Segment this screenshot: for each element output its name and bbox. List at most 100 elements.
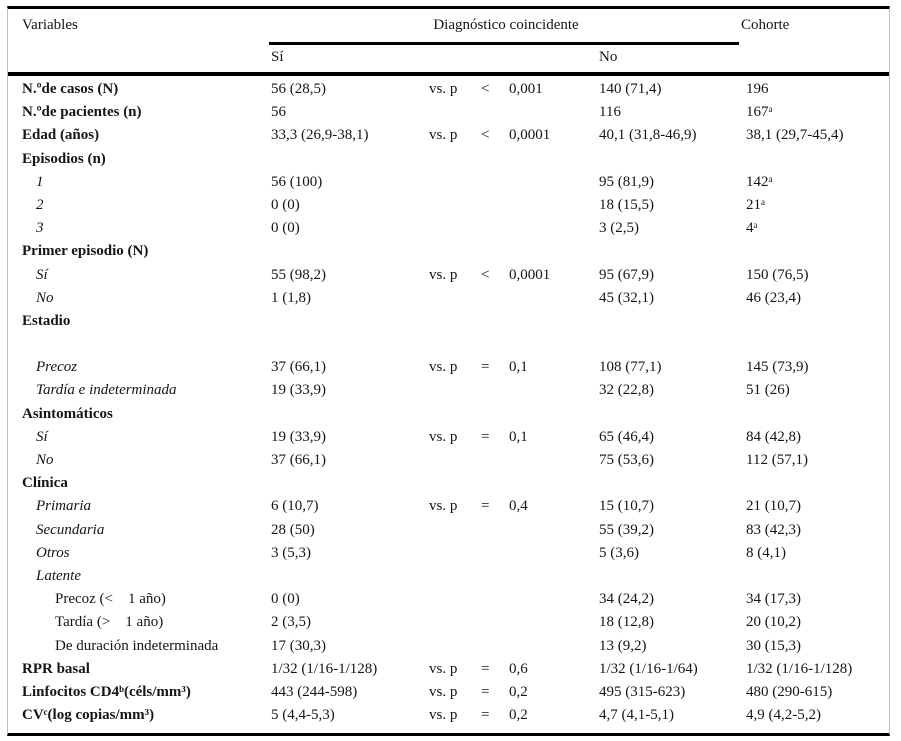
comparison-operator-cell bbox=[481, 310, 509, 333]
table-row: Primer episodio (N) bbox=[8, 240, 889, 263]
no-value-cell: 108 (77,1) bbox=[599, 359, 662, 376]
table-header: Variables Diagnóstico coincidente Cohort… bbox=[8, 9, 889, 76]
no-value-cell: 140 (71,4) bbox=[599, 81, 662, 97]
p-value-cell bbox=[509, 472, 599, 495]
p-value-cell: 0,1 bbox=[509, 359, 528, 376]
comparison-operator-cell: = bbox=[481, 359, 490, 376]
row-label-cell bbox=[8, 333, 271, 356]
vs-p-cell bbox=[429, 333, 481, 356]
cohorte-value-cell: 34 (17,3) bbox=[746, 591, 801, 608]
row-label-cell: Secundaria bbox=[36, 521, 105, 538]
table-row: Tardía e indeterminada 19 (33,9) 32 (22,… bbox=[8, 379, 889, 402]
p-value-cell bbox=[509, 449, 599, 472]
vs-p-cell bbox=[429, 379, 481, 402]
cohorte-value-cell bbox=[746, 310, 889, 333]
no-value-cell bbox=[599, 403, 746, 426]
comparison-operator-cell bbox=[481, 588, 509, 611]
comparison-operator-cell: = bbox=[481, 498, 490, 515]
si-value-cell: 56 bbox=[271, 104, 286, 121]
p-value-cell bbox=[509, 379, 599, 402]
si-value-cell: 6 (10,7) bbox=[271, 498, 319, 515]
row-label-cell: Precoz (< 1 año) bbox=[55, 591, 166, 608]
p-value-cell bbox=[509, 171, 599, 194]
p-value-cell bbox=[509, 217, 599, 240]
cohorte-value-cell: 4ᵃ bbox=[746, 220, 758, 237]
table-row: Sí 19 (33,9) vs. p = 0,1 65 (46,4) 84 (4… bbox=[8, 426, 889, 449]
comparison-operator-cell bbox=[481, 472, 509, 495]
comparison-operator-cell bbox=[481, 171, 509, 194]
comparison-operator-cell: = bbox=[481, 428, 490, 445]
table-row: Clínica bbox=[8, 472, 889, 495]
comparison-operator-cell: = bbox=[481, 660, 490, 677]
no-value-cell: 34 (24,2) bbox=[599, 591, 654, 608]
p-value-cell: 0,001 bbox=[509, 81, 543, 97]
comparison-operator-cell bbox=[481, 542, 509, 565]
cohorte-value-cell: 196 bbox=[746, 81, 769, 97]
cohorte-value-cell: 83 (42,3) bbox=[746, 521, 801, 538]
si-value-cell: 19 (33,9) bbox=[271, 382, 326, 399]
table-row: Sí 55 (98,2) vs. p < 0,0001 95 (67,9) 15… bbox=[8, 264, 889, 287]
vs-p-cell bbox=[429, 588, 481, 611]
table-row: N.ºde casos (N) 56 (28,5) vs. p < 0,001 … bbox=[8, 78, 889, 101]
row-label-cell: RPR basal bbox=[22, 660, 90, 677]
cohorte-value-cell bbox=[746, 565, 889, 588]
p-value-cell bbox=[509, 287, 599, 310]
si-value-cell bbox=[271, 472, 429, 495]
comparison-operator-cell bbox=[481, 217, 509, 240]
si-value-cell: 0 (0) bbox=[271, 196, 300, 213]
no-value-cell: 1/32 (1/16-1/64) bbox=[599, 660, 698, 677]
si-value-cell: 55 (98,2) bbox=[271, 266, 326, 283]
comparison-operator-cell: = bbox=[481, 683, 490, 700]
p-value-cell bbox=[509, 635, 599, 658]
table-row: Episodios (n) bbox=[8, 148, 889, 171]
vs-p-cell bbox=[429, 611, 481, 634]
table-row: 3 0 (0) 3 (2,5) 4ᵃ bbox=[8, 217, 889, 240]
comparison-operator-cell bbox=[481, 635, 509, 658]
p-value-cell: 0,6 bbox=[509, 660, 528, 677]
no-value-cell: 18 (12,8) bbox=[599, 614, 654, 631]
vs-p-cell bbox=[429, 449, 481, 472]
row-label-cell: CVᶜ(log copias/mm³) bbox=[22, 707, 155, 724]
row-label-cell: De duración indeterminada bbox=[55, 637, 219, 654]
p-value-cell bbox=[509, 611, 599, 634]
table-row: RPR basal 1/32 (1/16-1/128) vs. p = 0,6 … bbox=[8, 658, 889, 681]
vs-p-cell bbox=[429, 240, 481, 263]
vs-p-cell bbox=[429, 171, 481, 194]
comparison-operator-cell: < bbox=[481, 81, 490, 97]
no-value-cell bbox=[599, 472, 746, 495]
p-value-cell: 0,2 bbox=[509, 707, 528, 724]
row-label-cell: Sí bbox=[36, 266, 48, 283]
comparison-operator-cell bbox=[481, 379, 509, 402]
vs-p-cell bbox=[429, 101, 481, 124]
no-value-cell: 45 (32,1) bbox=[599, 289, 654, 306]
p-value-cell bbox=[509, 403, 599, 426]
vs-p-cell: vs. p bbox=[429, 660, 458, 677]
p-value-cell: 0,1 bbox=[509, 428, 528, 445]
si-value-cell bbox=[271, 240, 429, 263]
subcolumn-header-si: Sí bbox=[271, 48, 284, 65]
cohorte-value-cell: 167ᵃ bbox=[746, 104, 773, 121]
cohorte-value-cell: 112 (57,1) bbox=[746, 452, 808, 468]
column-header-group-diagnostico: Diagnóstico coincidente bbox=[433, 17, 579, 33]
no-value-cell: 65 (46,4) bbox=[599, 428, 654, 445]
table-row: N.ºde pacientes (n) 56 116 167ᵃ bbox=[8, 101, 889, 124]
column-header-cohorte: Cohorte bbox=[741, 17, 790, 33]
row-label-cell: Tardía (> 1 año) bbox=[55, 614, 164, 631]
si-value-cell bbox=[271, 565, 429, 588]
comparison-operator-cell bbox=[481, 449, 509, 472]
comparison-operator-cell bbox=[481, 101, 509, 124]
comparison-operator-cell bbox=[481, 611, 509, 634]
p-value-cell bbox=[509, 148, 599, 171]
vs-p-cell bbox=[429, 148, 481, 171]
row-label-cell: N.ºde pacientes (n) bbox=[22, 104, 142, 121]
no-value-cell: 95 (81,9) bbox=[599, 173, 654, 190]
row-label-cell: 1 bbox=[36, 173, 44, 190]
si-value-cell: 17 (30,3) bbox=[271, 637, 326, 654]
vs-p-cell bbox=[429, 310, 481, 333]
cohorte-value-cell bbox=[746, 472, 889, 495]
no-value-cell: 13 (9,2) bbox=[599, 637, 647, 654]
p-value-cell: 0,0001 bbox=[509, 127, 551, 144]
cohorte-value-cell: 84 (42,8) bbox=[746, 428, 801, 445]
row-label-cell: Linfocitos CD4ᵇ(céls/mm³) bbox=[22, 683, 191, 700]
si-value-cell: 0 (0) bbox=[271, 220, 300, 237]
